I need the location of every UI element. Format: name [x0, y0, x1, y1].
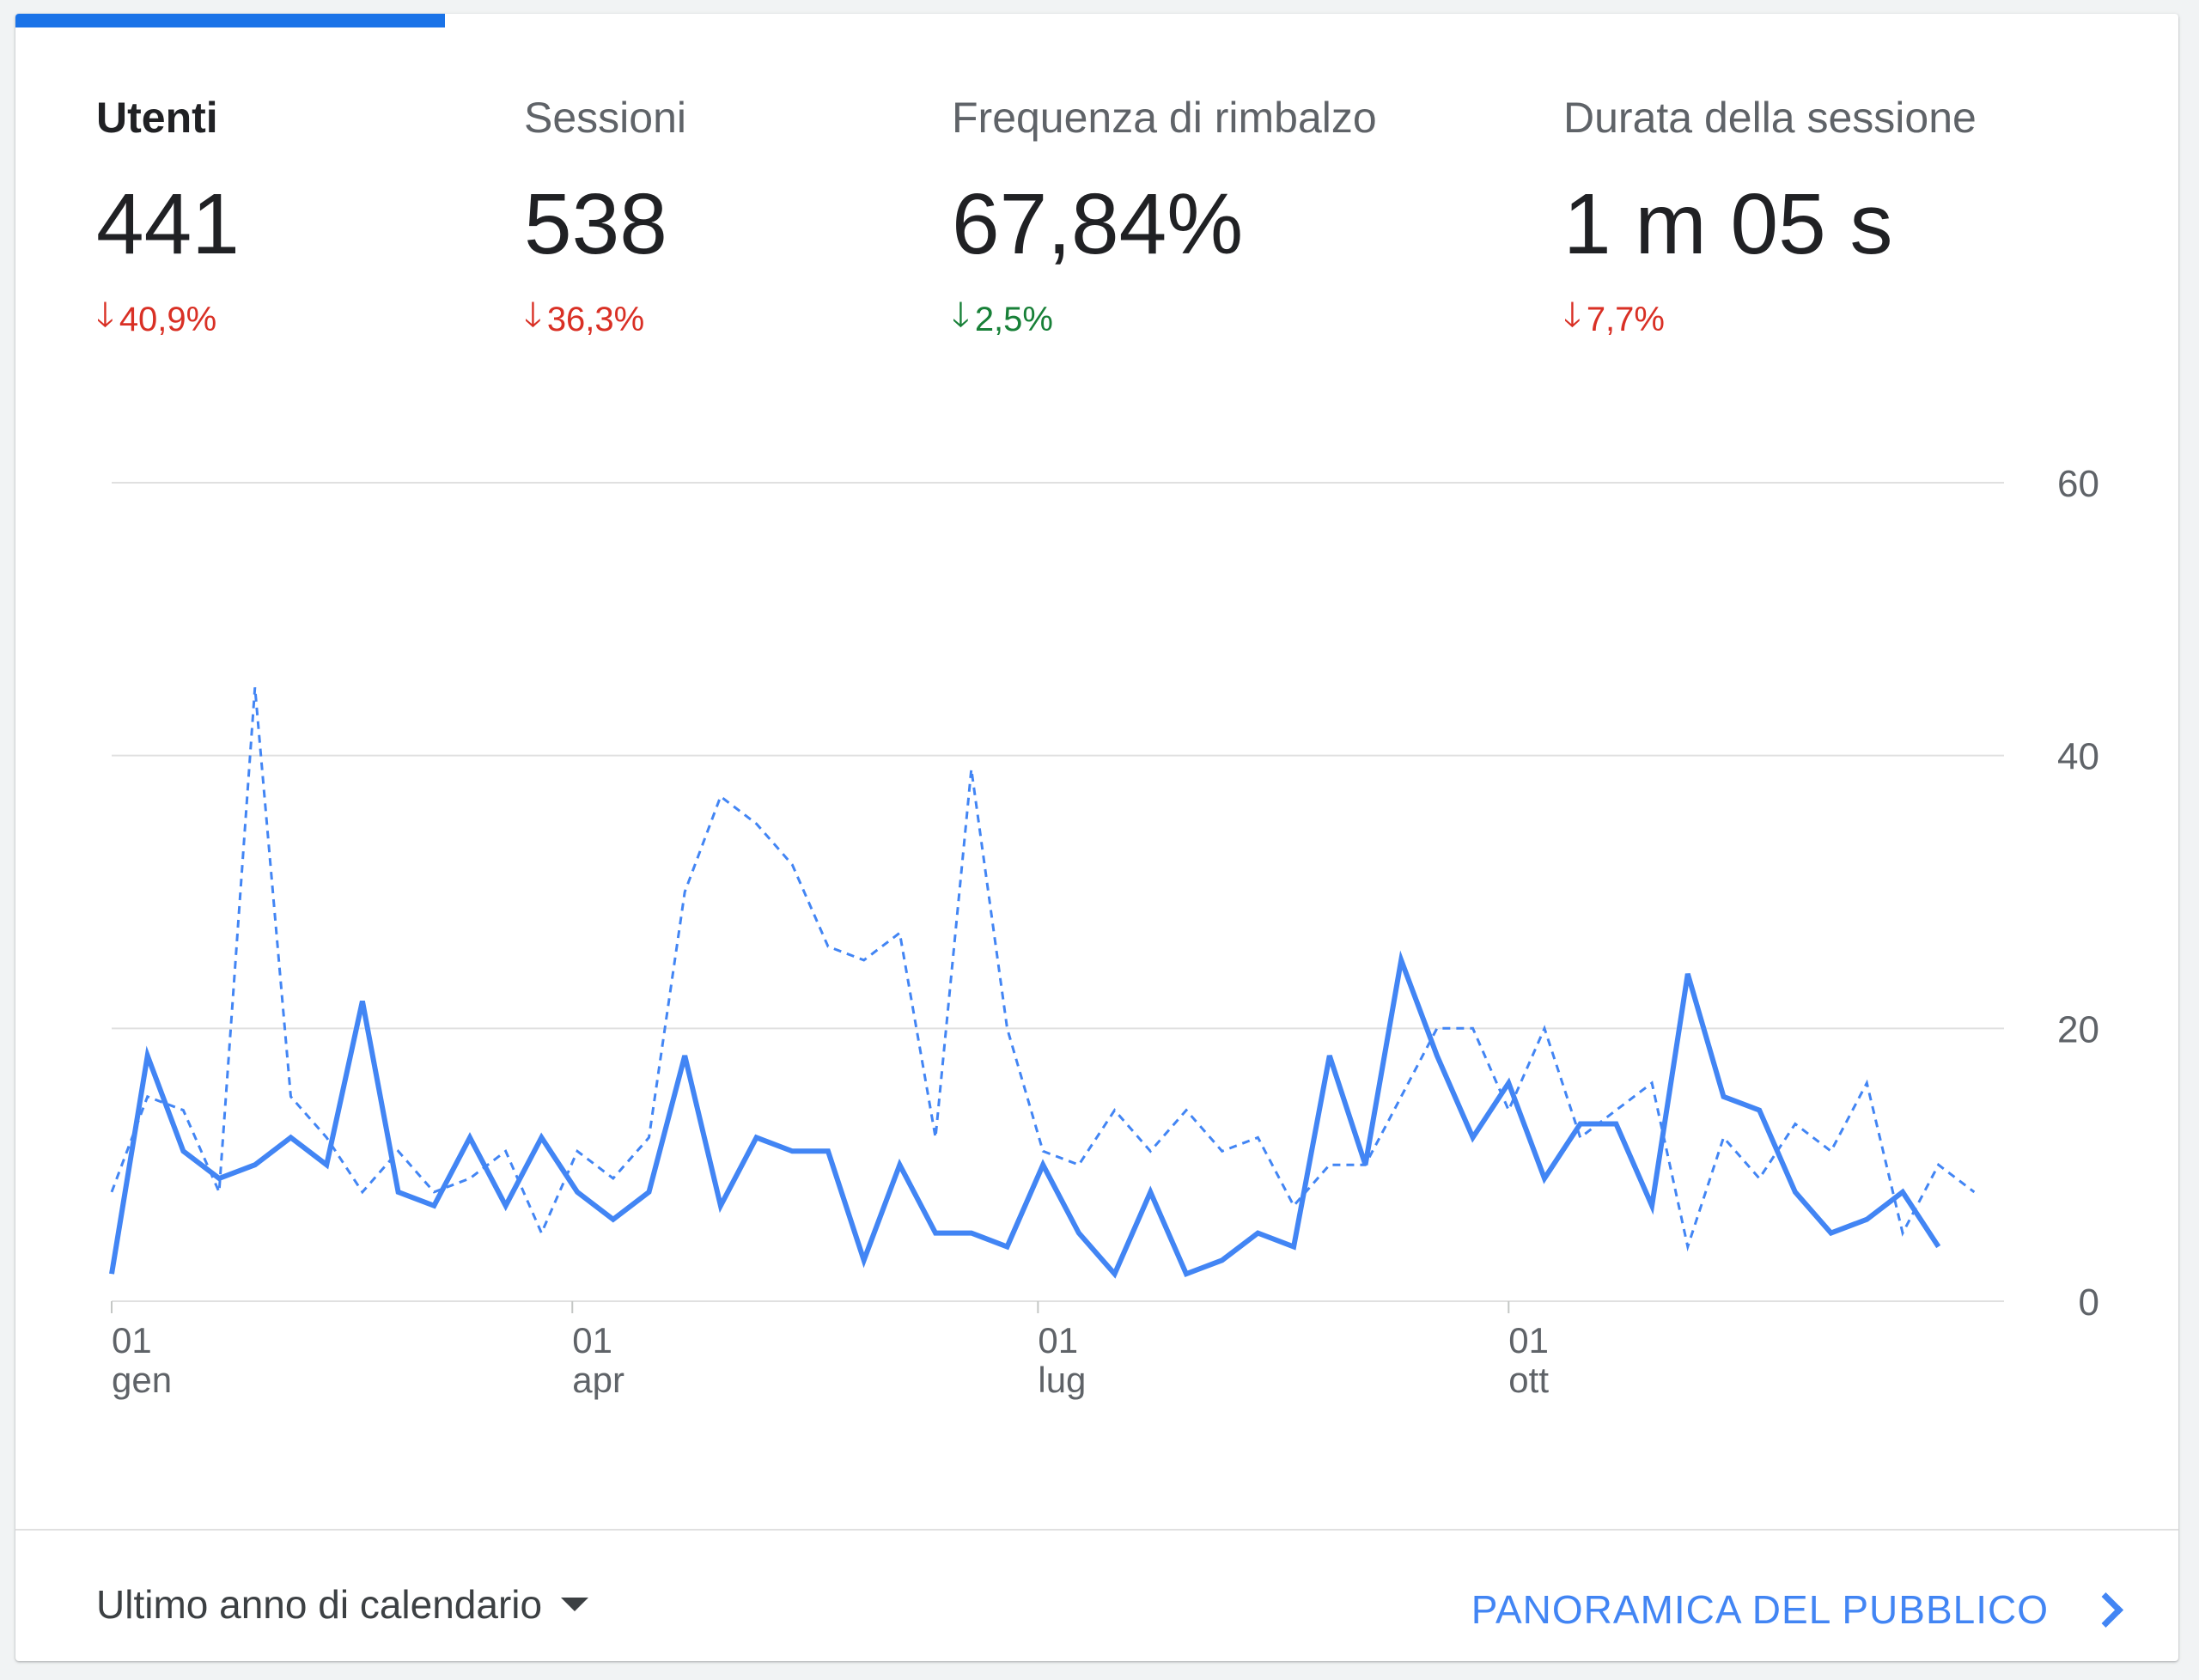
- audience-overview-link[interactable]: PANORAMICA DEL PUBBLICO: [1471, 1575, 2124, 1644]
- x-tick-month: lug: [1038, 1360, 1086, 1400]
- x-tick-day: 01: [1508, 1320, 1549, 1360]
- metric-tab-sessions[interactable]: Sessioni 538 🡓 36,3%: [524, 14, 936, 349]
- chevron-right-icon: [2087, 1592, 2124, 1628]
- metric-label: Sessioni: [524, 94, 686, 142]
- x-tick-month: gen: [112, 1360, 172, 1400]
- x-tick-day: 01: [1038, 1320, 1078, 1360]
- metric-label: Durata della sessione: [1563, 94, 1977, 142]
- arrow-down-icon: 🡓: [1563, 296, 1581, 334]
- metric-tab-users[interactable]: Utenti 441 🡓 40,9%: [96, 14, 509, 349]
- arrow-down-icon: 🡓: [952, 296, 970, 334]
- series-line-current-period: [109, 950, 1941, 1279]
- metric-change-value: 40,9%: [119, 300, 217, 338]
- metric-change-value: 36,3%: [546, 300, 645, 338]
- metric-label: Frequenza di rimbalzo: [952, 94, 1377, 142]
- metric-value: 1 m 05 s: [1563, 176, 1893, 272]
- arrow-down-icon: 🡓: [524, 296, 542, 334]
- audience-overview-card: Utenti 441 🡓 40,9% Sessioni 538 🡓 36,3% …: [15, 14, 2178, 1661]
- y-tick-label: 0: [2079, 1281, 2099, 1324]
- caret-down-icon: [561, 1598, 589, 1611]
- metric-change: 🡓 40,9%: [96, 290, 216, 349]
- metric-value: 538: [524, 176, 667, 272]
- metric-value: 67,84%: [952, 176, 1244, 272]
- metric-change: 🡓 7,7%: [1563, 290, 1665, 349]
- x-tick-day: 01: [112, 1320, 152, 1360]
- y-tick-label: 40: [2057, 736, 2099, 778]
- y-tick-label: 20: [2057, 1008, 2099, 1050]
- y-tick-label: 60: [2057, 463, 2099, 505]
- footer-divider: [15, 1529, 2178, 1531]
- audience-overview-label: PANORAMICA DEL PUBBLICO: [1471, 1587, 2049, 1632]
- x-tick-month: ott: [1508, 1360, 1549, 1400]
- metric-change-value: 7,7%: [1586, 300, 1665, 338]
- active-tab-indicator: [15, 14, 445, 27]
- arrow-down-icon: 🡓: [96, 296, 114, 334]
- metric-tab-bounce-rate[interactable]: Frequenza di rimbalzo 67,84% 🡓 2,5%: [952, 14, 1553, 349]
- metric-change-value: 2,5%: [974, 300, 1053, 338]
- metric-change: 🡓 2,5%: [952, 290, 1053, 349]
- metric-value: 441: [96, 176, 240, 272]
- date-range-label: Ultimo anno di calendario: [96, 1582, 543, 1627]
- date-range-dropdown[interactable]: Ultimo anno di calendario: [96, 1570, 589, 1639]
- metric-change: 🡓 36,3%: [524, 290, 644, 349]
- metric-tabs: Utenti 441 🡓 40,9% Sessioni 538 🡓 36,3% …: [15, 14, 2178, 357]
- x-tick-month: apr: [572, 1360, 624, 1400]
- x-tick-day: 01: [572, 1320, 612, 1360]
- metric-label: Utenti: [96, 94, 218, 142]
- metric-tab-session-duration[interactable]: Durata della sessione 1 m 05 s 🡓 7,7%: [1563, 14, 2165, 349]
